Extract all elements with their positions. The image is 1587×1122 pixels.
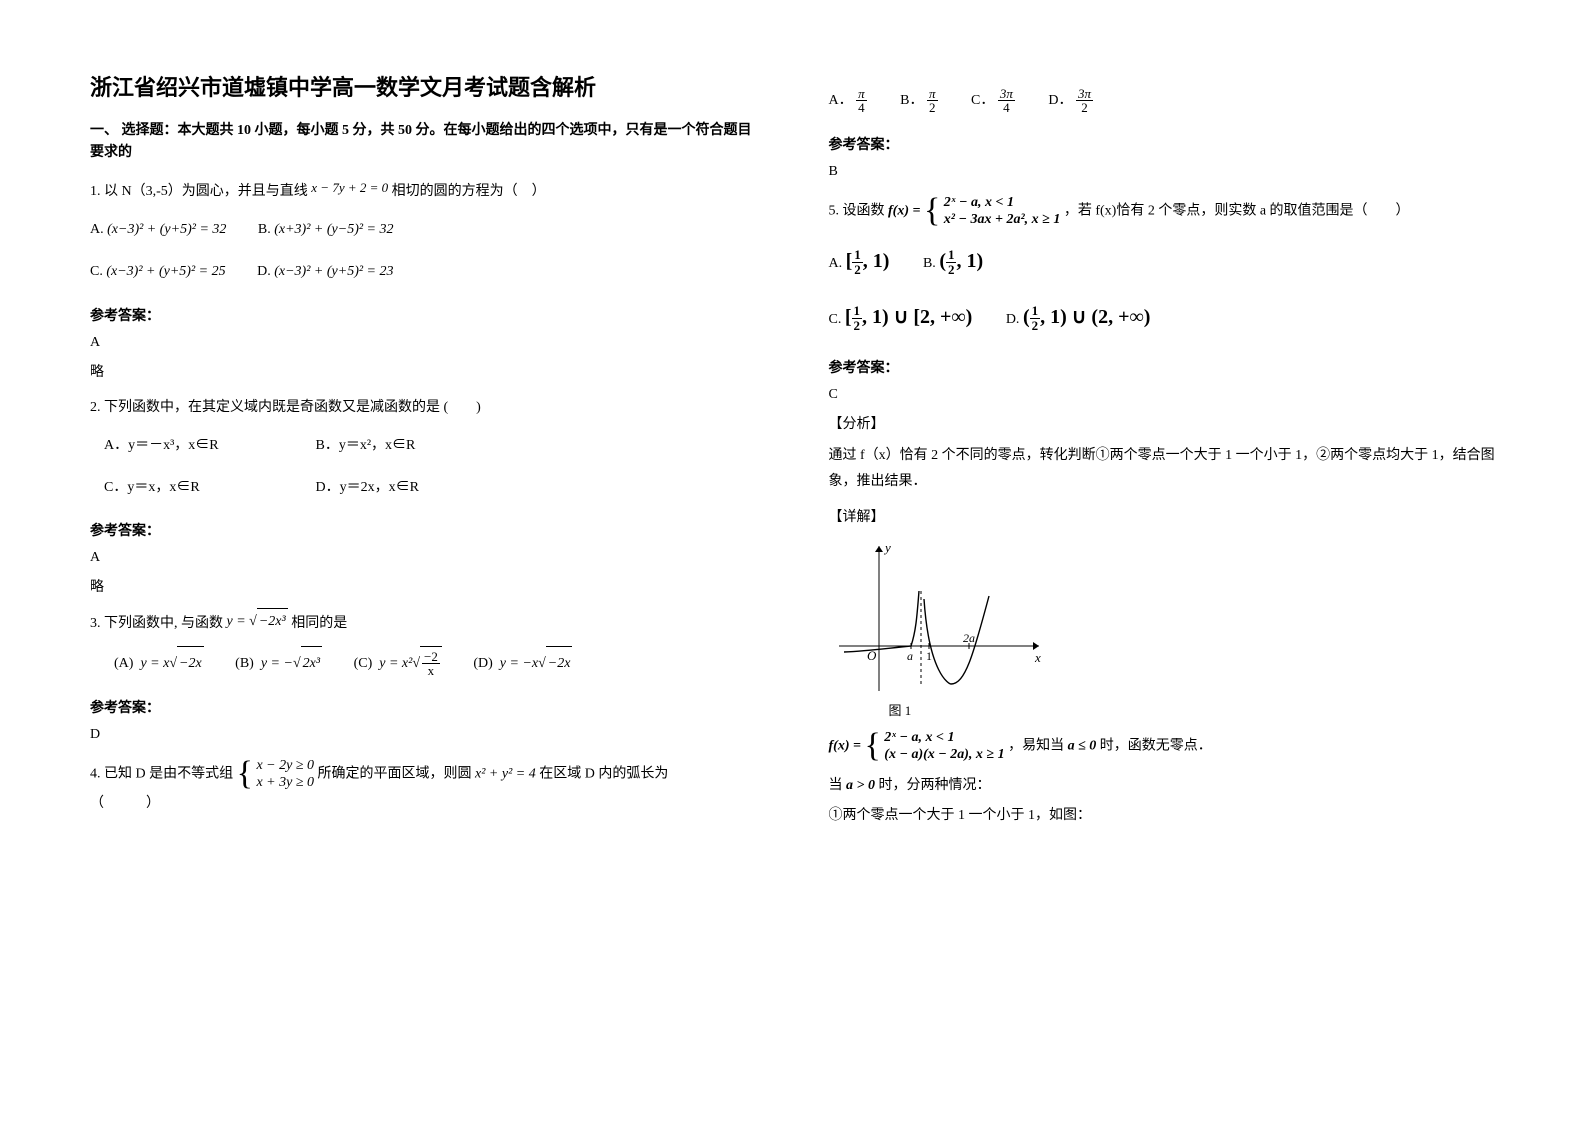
q5-optD: D. (12, 1) ∪ (2, +∞): [1006, 293, 1151, 341]
q4-optC: C． 3π4: [971, 84, 1015, 118]
question-1: 1. 以 N（3,-5）为圆心，并且与直线 x − 7y + 2 = 0 相切的…: [90, 179, 759, 206]
q5-chart: Oxya12a: [829, 536, 1049, 696]
q5-analysis: 通过 f（x）恰有 2 个不同的零点，转化判断①两个零点一个大于 1 一个小于 …: [829, 443, 1498, 496]
svg-text:x: x: [1034, 650, 1041, 665]
q2-answer: A: [90, 550, 759, 566]
q4-system: { x − 2y ≥ 0 x + 3y ≥ 0: [237, 757, 314, 792]
q2-answer-label: 参考答案：: [90, 520, 759, 540]
q1-optB: B. (x+3)² + (y−5)² = 32: [258, 213, 394, 247]
q3-optD: (D) y = −x−2x: [473, 646, 572, 681]
section-heading: 一、 选择题：本大题共 10 小题，每小题 5 分，共 50 分。在每小题给出的…: [90, 120, 759, 165]
q1-optD: D. (x−3)² + (y+5)² = 23: [257, 255, 393, 289]
q3-stem-a: 3. 下列函数中, 与函数: [90, 616, 223, 631]
q3-answer: D: [90, 727, 759, 743]
q5-options-row2: C. [12, 1) ∪ [2, +∞) D. (12, 1) ∪ (2, +∞…: [829, 293, 1498, 341]
q2-optB: B．y＝x²，x∈R: [316, 429, 416, 463]
q2-extra: 略: [90, 576, 759, 596]
q4-optA: A． π4: [829, 84, 867, 118]
q5-optB: B. (12, 1): [923, 237, 983, 285]
q2-options-row2: C．y＝x，x∈R D．y＝2x，x∈R: [90, 471, 759, 505]
q5-case1: ①两个零点一个大于 1 一个小于 1，如图：: [829, 804, 1498, 824]
svg-text:1: 1: [926, 649, 932, 663]
q4-circle: x² + y² = 4: [475, 766, 536, 781]
q3-options: (A) y = x−2x (B) y = −2x³ (C) y = x²−2x …: [90, 646, 759, 681]
question-2: 2. 下列函数中，在其定义域内既是奇函数又是减函数的是 ( ): [90, 395, 759, 422]
q5-optA: A. [12, 1): [829, 237, 890, 285]
q1-stem-b: 相切的圆的方程为（ ）: [392, 184, 546, 199]
q4-optD: D． 3π2: [1048, 84, 1093, 118]
q1-answer-label: 参考答案：: [90, 305, 759, 325]
q3-stem-b: 相同的是: [291, 616, 347, 631]
svg-text:y: y: [883, 540, 891, 555]
q2-optC: C．y＝x，x∈R: [104, 471, 284, 505]
q5-optC: C. [12, 1) ∪ [2, +∞): [829, 293, 973, 341]
q1-extra: 略: [90, 361, 759, 381]
question-5: 5. 设函数 f(x) = { 2ˣ − a, x < 1 x² − 3ax +…: [829, 194, 1498, 229]
q5-fn-lhs: f(x) =: [888, 203, 924, 218]
q5-answer-label: 参考答案：: [829, 357, 1498, 377]
right-column: A． π4 B． π2 C． 3π4 D． 3π2 参考答案： B 5. 设函数…: [829, 60, 1498, 834]
q5-when-pos: 当 a > 0 时，分两种情况：: [829, 774, 1498, 794]
q1-optA: A. (x−3)² + (y+5)² = 32: [90, 213, 226, 247]
q2-options-row1: A．y＝－x³，x∈R B．y＝x²，x∈R: [90, 429, 759, 463]
q1-optC: C. (x−3)² + (y+5)² = 25: [90, 255, 226, 289]
page-title: 浙江省绍兴市道墟镇中学高一数学文月考试题含解析: [90, 70, 759, 102]
q3-optB: (B) y = −2x³: [235, 646, 322, 681]
q5-detail-label: 【详解】: [829, 506, 1498, 526]
q4-optB: B． π2: [900, 84, 937, 118]
q5-stem-a: 5. 设函数: [829, 203, 885, 218]
q5-analysis-label: 【分析】: [829, 413, 1498, 433]
q5-chart-caption: 图 1: [889, 700, 1498, 719]
q5-options-row1: A. [12, 1) B. (12, 1): [829, 237, 1498, 285]
q1-options-row1: A. (x−3)² + (y+5)² = 32 B. (x+3)² + (y−5…: [90, 213, 759, 247]
q5-factored: f(x) = { 2ˣ − a, x < 1 (x − a)(x − 2a), …: [829, 729, 1498, 764]
q2-optA: A．y＝－x³，x∈R: [104, 429, 284, 463]
q4-stem-a: 4. 已知 D 是由不等式组: [90, 766, 233, 781]
left-column: 浙江省绍兴市道墟镇中学高一数学文月考试题含解析 一、 选择题：本大题共 10 小…: [90, 60, 759, 834]
q4-stem-c: 在区域 D 内的弧长为: [539, 766, 668, 781]
q4-answer-label: 参考答案：: [829, 134, 1498, 154]
svg-text:2a: 2a: [963, 631, 975, 645]
svg-text:a: a: [907, 649, 913, 663]
q1-options-row2: C. (x−3)² + (y+5)² = 25 D. (x−3)² + (y+5…: [90, 255, 759, 289]
q2-optD: D．y＝2x，x∈R: [316, 471, 419, 505]
q4-stem-d: （ ）: [90, 796, 160, 811]
q1-line-eq: x − 7y + 2 = 0: [311, 180, 388, 195]
question-3: 3. 下列函数中, 与函数 y = −2x³ 相同的是: [90, 610, 759, 638]
q1-answer: A: [90, 335, 759, 351]
q5-stem-b: ，若 f(x)恰有 2 个零点，则实数 a 的取值范围是（ ）: [1064, 203, 1410, 218]
q4-answer: B: [829, 164, 1498, 180]
q1-stem-a: 1. 以 N（3,-5）为圆心，并且与直线: [90, 184, 308, 199]
q4-options: A． π4 B． π2 C． 3π4 D． 3π2: [829, 84, 1498, 118]
q3-fn: y = −2x³: [227, 614, 288, 629]
q4-stem-b: 所确定的平面区域，则圆: [318, 766, 476, 781]
q5-piecewise: { 2ˣ − a, x < 1 x² − 3ax + 2a², x ≥ 1: [924, 194, 1060, 229]
question-4: 4. 已知 D 是由不等式组 { x − 2y ≥ 0 x + 3y ≥ 0 所…: [90, 757, 759, 816]
q3-optC: (C) y = x²−2x: [354, 646, 442, 681]
q5-answer: C: [829, 387, 1498, 403]
q3-optA: (A) y = x−2x: [114, 646, 204, 681]
q3-answer-label: 参考答案：: [90, 697, 759, 717]
